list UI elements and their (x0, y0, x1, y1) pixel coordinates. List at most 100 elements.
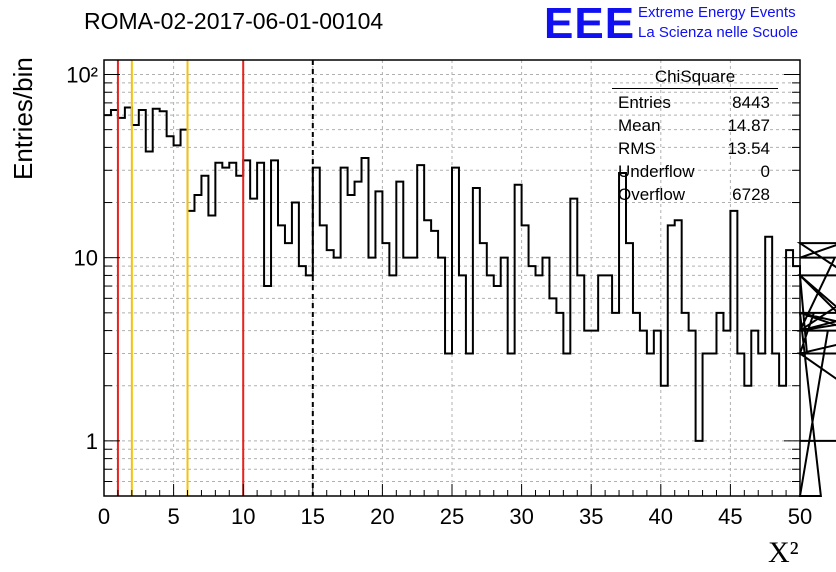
histogram-bin (710, 353, 717, 496)
histogram-bin (222, 168, 229, 496)
histogram-bin (793, 266, 800, 496)
histogram-bin (591, 331, 598, 496)
histogram-bin (758, 353, 765, 496)
x-tick-label: 15 (301, 504, 325, 529)
histogram-bin (772, 353, 779, 496)
histogram-bin (466, 353, 473, 496)
histogram-bin (612, 313, 619, 496)
histogram-bin (118, 118, 125, 496)
histogram-bin (313, 168, 320, 496)
x-tick-label: 0 (98, 504, 110, 529)
stats-row: Underflow 0 (612, 160, 778, 183)
stats-label: Underflow (618, 162, 695, 181)
y-tick-label: 10 (74, 246, 98, 271)
histogram-bin (362, 158, 369, 496)
histogram-bin (139, 110, 146, 496)
histogram-bin (306, 275, 313, 496)
x-tick-label: 40 (649, 504, 673, 529)
logo-line-2: La Scienza nelle Scuole (638, 24, 799, 41)
histogram-bin (570, 199, 577, 496)
histogram-bin (292, 203, 299, 496)
histogram-bin (389, 275, 396, 496)
histogram-bin (125, 108, 132, 496)
histogram-bin (508, 353, 515, 496)
x-tick-label: 45 (718, 504, 742, 529)
stats-box: ChiSquare Entries 8443 Mean 14.87 RMS 13.54… (612, 66, 778, 206)
chart-title: ROMA-02-2017-06-01-00104 (84, 8, 384, 34)
histogram-bin (480, 243, 487, 496)
histogram-bin (348, 195, 355, 496)
histogram-bin (703, 353, 710, 496)
histogram-bin (153, 109, 160, 496)
histogram-bin (626, 243, 633, 496)
histogram-bin (181, 130, 188, 496)
histogram-bin (201, 176, 208, 496)
histogram-bin (250, 199, 257, 496)
histogram-bin (501, 258, 508, 496)
x-tick-label: 5 (167, 504, 179, 529)
histogram-bin (355, 182, 362, 496)
histogram-series (104, 106, 836, 497)
histogram-bin (619, 173, 626, 496)
stats-label: RMS (618, 139, 656, 158)
stats-label: Overflow (618, 185, 686, 204)
y-axis-label: Entries/bin (8, 57, 38, 180)
histogram-bin (243, 160, 250, 496)
x-tick-label: 35 (579, 504, 603, 529)
histogram-bin (334, 258, 341, 496)
stats-row: Entries 8443 (612, 91, 778, 114)
histogram-bin (188, 211, 195, 496)
histogram-bin (696, 441, 703, 496)
histogram-bin (522, 225, 529, 496)
histogram-bin (417, 165, 424, 496)
histogram-bin (167, 136, 174, 496)
histogram-bin (452, 168, 459, 496)
histogram-bin (104, 115, 111, 496)
histogram-bin (640, 331, 647, 496)
histogram-bin (236, 176, 243, 496)
stats-row: RMS 13.54 (612, 137, 778, 160)
histogram-bin (536, 275, 543, 496)
histogram-bin (563, 353, 570, 496)
histogram-bin (542, 258, 549, 496)
histogram-bin (375, 191, 382, 496)
histogram-bin (111, 110, 118, 496)
y-tick-label: 10² (66, 63, 98, 88)
histogram-bin (800, 275, 807, 496)
histogram-bin (285, 243, 292, 496)
histogram-bin (807, 353, 814, 496)
histogram-bin (132, 125, 139, 496)
histogram-bin (765, 237, 772, 496)
stats-value: 0 (760, 162, 770, 181)
x-tick-label: 50 (788, 504, 812, 529)
x-tick-label: 10 (231, 504, 255, 529)
histogram-bin (271, 160, 278, 496)
histogram-bin (661, 386, 668, 496)
y-tick-label: 1 (86, 429, 98, 454)
stats-value: 14.87 (727, 116, 770, 135)
histogram-bin (257, 163, 264, 496)
stats-label: Entries (618, 93, 671, 112)
histogram-bin (473, 188, 480, 496)
histogram-bin (208, 215, 215, 496)
histogram-bin (174, 145, 181, 496)
histogram-bin (751, 331, 758, 496)
histogram-bin (682, 313, 689, 496)
histogram-bin (327, 250, 334, 496)
stats-row: Overflow 6728 (612, 183, 778, 206)
stats-title: ChiSquare (612, 66, 778, 89)
histogram-bin (494, 286, 501, 496)
histogram-bin (229, 163, 236, 496)
stats-value: 8443 (732, 93, 770, 112)
histogram-bin (396, 182, 403, 496)
histogram-bin (675, 220, 682, 496)
histogram-bin (146, 151, 153, 496)
histogram-bin (341, 168, 348, 496)
histogram-bin (487, 275, 494, 496)
eee-logo: EEE (544, 0, 636, 48)
histogram-bin (278, 225, 285, 496)
histogram-bin (786, 250, 793, 496)
histogram-bin (515, 185, 522, 496)
histogram-bin (320, 225, 327, 496)
